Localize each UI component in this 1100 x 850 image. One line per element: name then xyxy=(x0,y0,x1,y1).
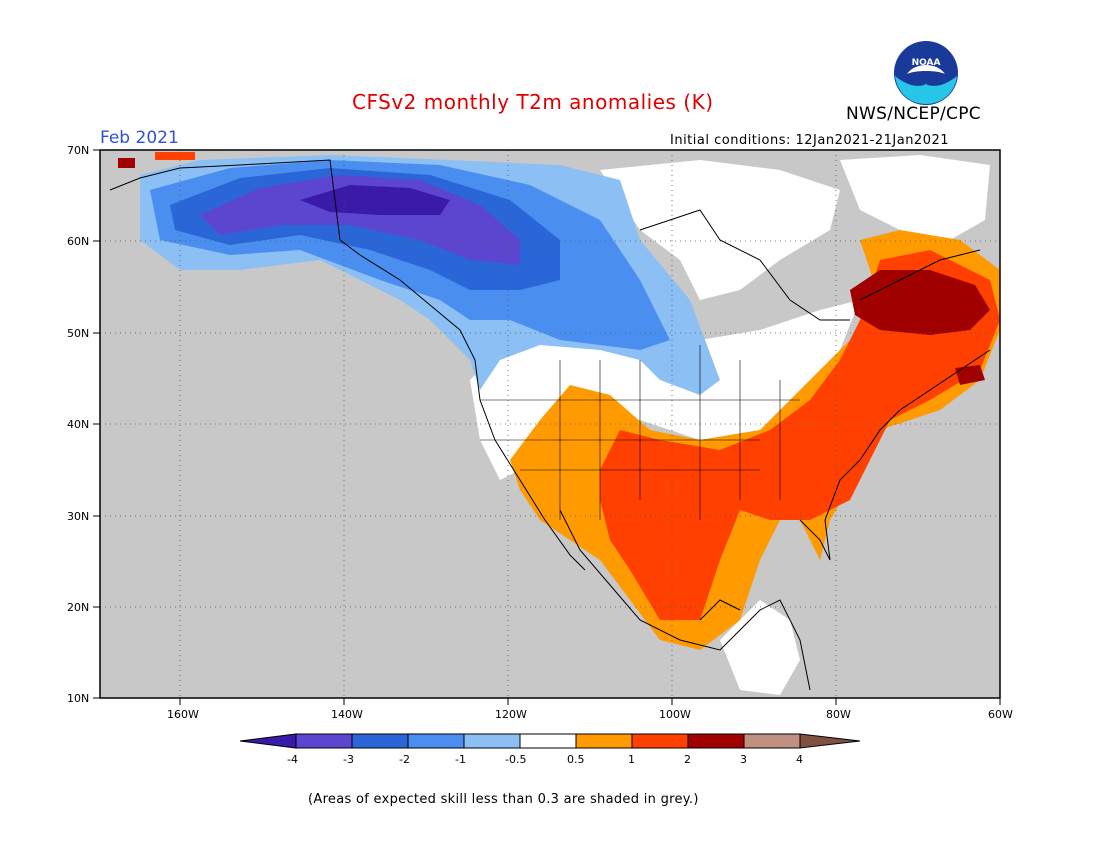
anomaly-deep-purple xyxy=(300,185,450,215)
colorbar-label-neg4: -4 xyxy=(287,753,298,766)
colorbar-swatch-4 xyxy=(463,733,521,749)
skill-footnote: (Areas of expected skill less than 0.3 a… xyxy=(308,792,699,807)
state-borders xyxy=(480,345,800,520)
lat-label-10n: 10N xyxy=(67,692,89,705)
lon-label-80w: 80W xyxy=(826,708,851,721)
lon-label-140w: 140W xyxy=(331,708,363,721)
map-grid xyxy=(100,150,1000,698)
colorbar-high-arrow xyxy=(799,733,861,749)
near-normal-central-america xyxy=(720,600,800,695)
lat-label-50n: 50N xyxy=(67,327,89,340)
anomaly-dark-red-alaska-tip xyxy=(118,158,135,168)
colorbar xyxy=(239,733,861,749)
chart-title: CFSv2 monthly T2m anomalies (K) xyxy=(352,90,714,114)
anomaly-dark-red-nova-scotia xyxy=(955,365,985,385)
noaa-logo-text: NOAA xyxy=(912,58,941,68)
colorbar-label-4: 4 xyxy=(796,753,803,766)
colorbar-label-neg0-5: -0.5 xyxy=(505,753,526,766)
colorbar-swatch-8 xyxy=(687,733,745,749)
colorbar-label-neg1: -1 xyxy=(455,753,466,766)
axis-ticks xyxy=(93,149,1001,705)
near-normal-canada-east xyxy=(600,160,840,300)
agency-label: NWS/NCEP/CPC xyxy=(846,104,981,124)
colorbar-label-neg3: -3 xyxy=(343,753,354,766)
colorbar-swatch-3 xyxy=(407,733,465,749)
lat-label-70n: 70N xyxy=(67,144,89,157)
anomaly-red-alaska-tip xyxy=(155,152,195,160)
colorbar-low-arrow xyxy=(239,733,297,749)
coastline xyxy=(109,159,991,691)
near-normal-greenland xyxy=(840,155,990,240)
colorbar-swatch-9 xyxy=(743,733,801,749)
lon-label-120w: 120W xyxy=(495,708,527,721)
colorbar-label-3: 3 xyxy=(740,753,747,766)
lon-label-160w: 160W xyxy=(167,708,199,721)
colorbar-label-1: 1 xyxy=(628,753,635,766)
lon-label-100w: 100W xyxy=(659,708,691,721)
colorbar-swatch-6 xyxy=(575,733,633,749)
colorbar-swatch-5 xyxy=(519,733,577,749)
lat-label-40n: 40N xyxy=(67,418,89,431)
colorbar-label-neg2: -2 xyxy=(399,753,410,766)
anomaly-field xyxy=(118,152,1000,695)
forecast-month: Feb 2021 xyxy=(100,128,179,148)
lat-label-20n: 20N xyxy=(67,601,89,614)
initial-conditions: Initial conditions: 12Jan2021-21Jan2021 xyxy=(670,133,950,148)
lat-label-60n: 60N xyxy=(67,235,89,248)
colorbar-label-0-5: 0.5 xyxy=(567,753,585,766)
colorbar-swatch-1 xyxy=(295,733,353,749)
colorbar-label-2: 2 xyxy=(684,753,691,766)
colorbar-swatch-7 xyxy=(631,733,689,749)
anomaly-dark-red xyxy=(850,270,990,335)
lon-label-60w: 60W xyxy=(988,708,1013,721)
colorbar-swatch-2 xyxy=(351,733,409,749)
noaa-logo: NOAA xyxy=(894,41,958,105)
anomaly-red-orange xyxy=(600,250,1000,620)
lat-label-30n: 30N xyxy=(67,510,89,523)
